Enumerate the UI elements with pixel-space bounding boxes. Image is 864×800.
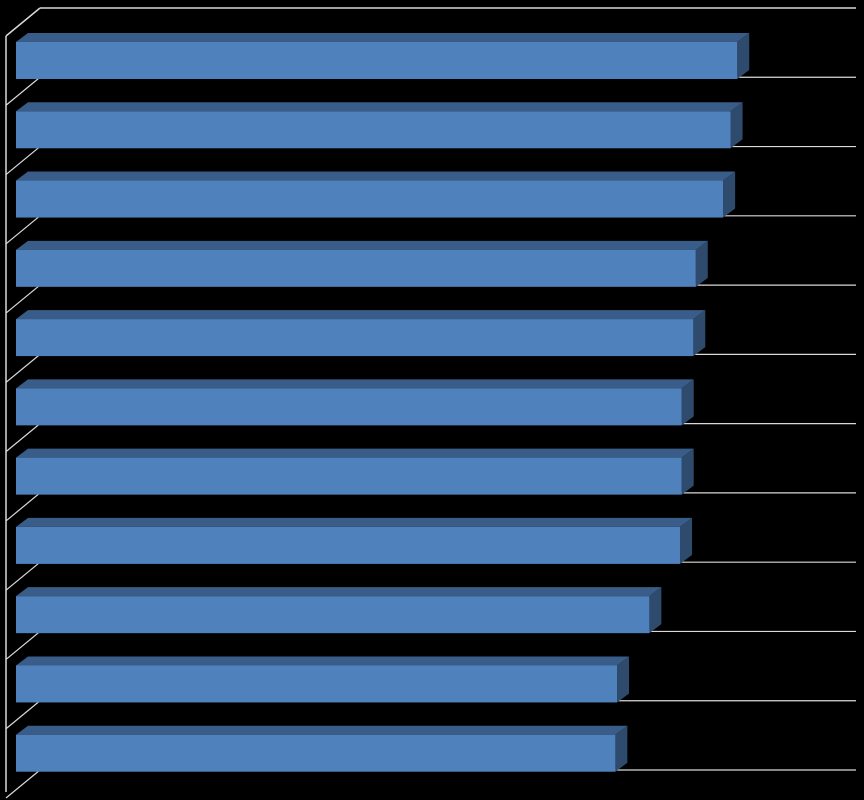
bar-side	[617, 656, 630, 703]
bar	[16, 180, 724, 218]
bar-side	[730, 102, 743, 149]
bar-top	[16, 448, 694, 458]
bar	[16, 388, 682, 426]
bar-side	[681, 379, 694, 426]
bar-top	[16, 587, 662, 597]
bar	[16, 457, 682, 495]
bar-top	[16, 102, 743, 112]
bar-top	[16, 310, 706, 320]
bar-top	[16, 379, 694, 389]
wall-top-edge	[5, 7, 41, 37]
bar-top	[16, 517, 693, 527]
bar	[16, 319, 694, 357]
bar-side	[649, 587, 662, 634]
bar-top	[16, 171, 736, 181]
bar-side	[680, 517, 693, 564]
bar-side	[681, 448, 694, 495]
bar-side	[693, 310, 706, 357]
bar	[16, 596, 650, 634]
bar	[16, 734, 616, 772]
bar-side	[615, 725, 628, 772]
bar-top	[16, 725, 628, 735]
bar	[16, 42, 738, 79]
bar-side	[695, 240, 708, 287]
bar	[16, 111, 731, 149]
bar	[16, 665, 618, 703]
bar-top	[16, 33, 750, 42]
bar-top	[16, 656, 630, 666]
bar-side	[737, 33, 750, 79]
walls	[5, 7, 856, 792]
bar-top	[16, 240, 708, 250]
bar	[16, 249, 696, 287]
bar-side	[723, 171, 736, 218]
bar	[16, 526, 681, 564]
